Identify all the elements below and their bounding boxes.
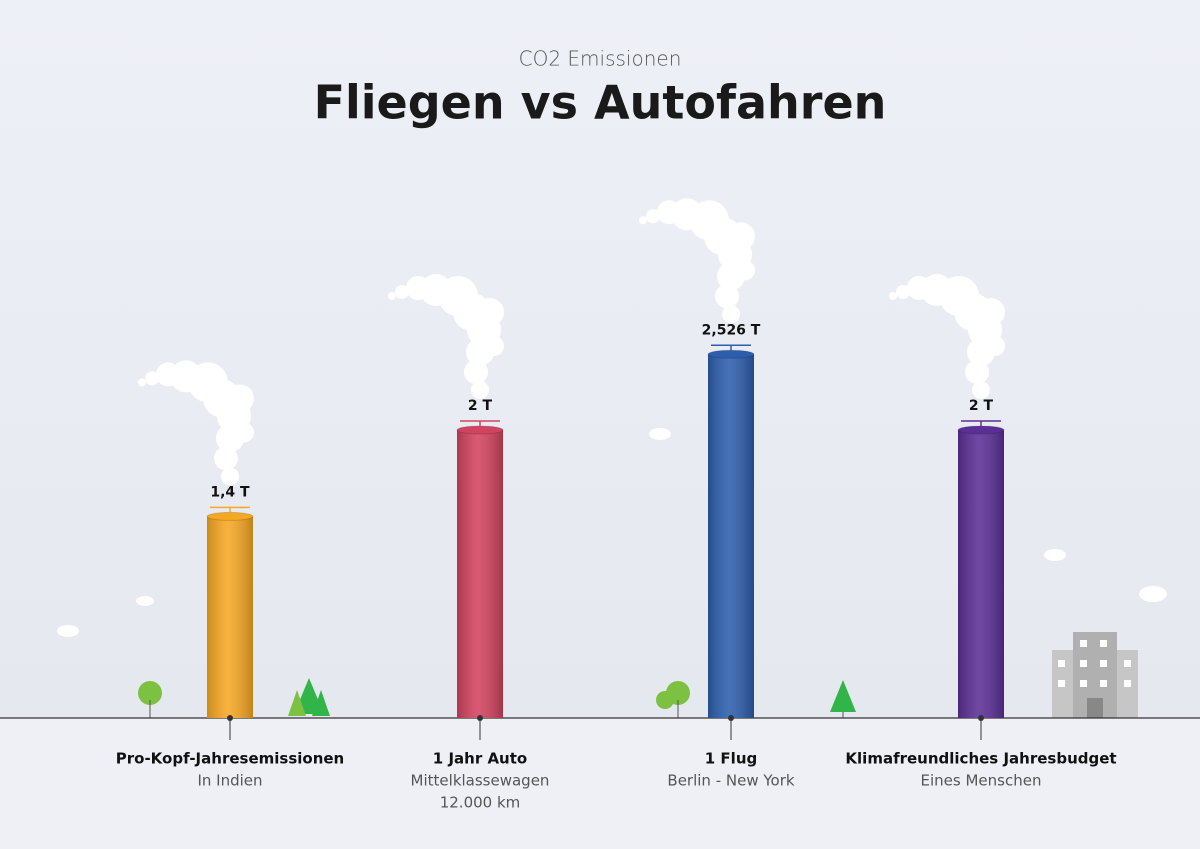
bar-shade bbox=[457, 430, 503, 718]
category-label: 1 Jahr Auto bbox=[433, 750, 527, 768]
value-label: 2 T bbox=[468, 398, 493, 414]
smoke-puff bbox=[138, 378, 146, 387]
bar-shade bbox=[207, 516, 253, 718]
category-pin-dot bbox=[728, 715, 734, 721]
smoke-puff bbox=[646, 209, 660, 224]
smoke bbox=[889, 274, 1005, 399]
smoke-puff bbox=[977, 298, 1005, 326]
smoke-puff bbox=[221, 467, 239, 486]
category-note: 12.000 km bbox=[440, 794, 521, 812]
label-bracket bbox=[210, 506, 250, 515]
category-label: 1 Flug bbox=[705, 750, 757, 768]
smoke bbox=[388, 274, 504, 399]
smoke-puff bbox=[395, 285, 409, 299]
smoke-puff bbox=[972, 381, 990, 399]
smoke-puff bbox=[715, 284, 739, 309]
smoke bbox=[138, 360, 254, 486]
smoke-puff bbox=[735, 260, 755, 281]
smoke bbox=[639, 198, 755, 324]
category-note: Mittelklassewagen bbox=[411, 772, 550, 790]
smoke-puff bbox=[226, 384, 254, 413]
smoke-puff bbox=[722, 305, 740, 324]
decor-building bbox=[1052, 632, 1138, 718]
smoke-puff bbox=[214, 446, 238, 471]
value-label: 2,526 T bbox=[702, 322, 761, 338]
smoke-puff bbox=[484, 336, 504, 356]
smoke-puff bbox=[889, 292, 897, 300]
smoke-puff bbox=[985, 336, 1005, 356]
bar-shade bbox=[708, 354, 754, 718]
smoke-puff bbox=[471, 381, 489, 399]
subtitle: CO2 Emissionen bbox=[519, 47, 682, 71]
category-pin-dot bbox=[978, 715, 984, 721]
category-note: In Indien bbox=[197, 772, 262, 790]
smoke-puff bbox=[896, 285, 910, 299]
smoke-puff bbox=[476, 298, 504, 326]
value-label: 1,4 T bbox=[210, 484, 250, 500]
smoke-puff bbox=[965, 360, 989, 384]
decor-trees bbox=[138, 678, 856, 718]
smoke-puff bbox=[234, 422, 254, 443]
category-pin-dot bbox=[477, 715, 483, 721]
smoke-puff bbox=[907, 276, 931, 300]
label-bracket bbox=[961, 420, 1001, 428]
smoke-puff bbox=[464, 360, 488, 384]
bar-shade bbox=[958, 430, 1004, 718]
smoke-puff bbox=[727, 222, 755, 251]
category-label: Klimafreundliches Jahresbudget bbox=[845, 750, 1116, 768]
value-label: 2 T bbox=[969, 398, 994, 414]
smoke-puff bbox=[145, 371, 159, 386]
smoke-puff bbox=[657, 200, 681, 225]
category-pin-dot bbox=[227, 715, 233, 721]
chart-title: Fliegen vs Autofahren bbox=[314, 76, 887, 130]
smoke-puff bbox=[388, 292, 396, 300]
category-label: Pro-Kopf-Jahresemissionen bbox=[116, 750, 344, 768]
smoke-puff bbox=[406, 276, 430, 300]
smoke-puff bbox=[639, 216, 647, 225]
ground bbox=[0, 718, 1200, 849]
label-bracket bbox=[460, 420, 500, 428]
category-note: Berlin - New York bbox=[667, 772, 794, 790]
decor-clouds bbox=[57, 428, 1167, 637]
label-bracket bbox=[711, 344, 751, 353]
smoke-puff bbox=[156, 362, 180, 387]
category-note: Eines Menschen bbox=[921, 772, 1042, 790]
